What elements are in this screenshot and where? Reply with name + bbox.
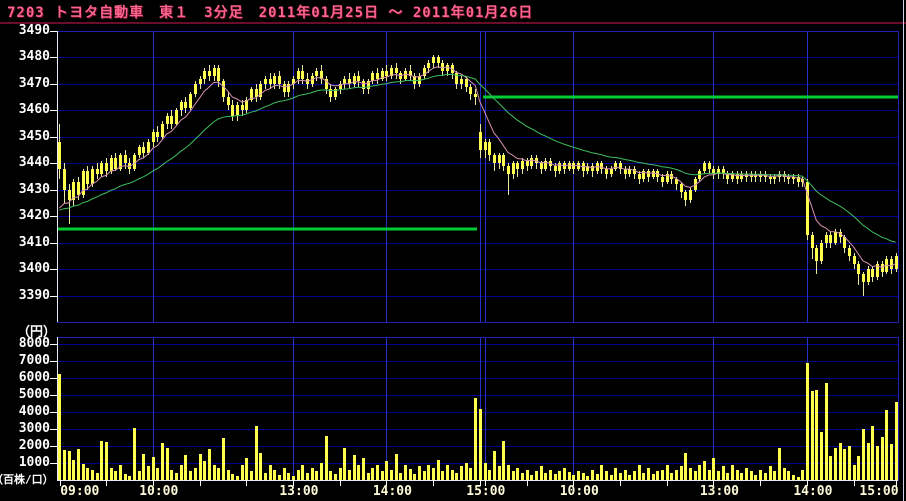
window-right-edge (903, 0, 904, 501)
title-divider (0, 22, 906, 24)
price-axis-label: 3450 (18, 128, 50, 144)
price-axis-label: 3440 (18, 155, 50, 171)
volume-axis-label: 8000 (18, 335, 50, 351)
horizontal-gridlines (57, 31, 898, 464)
volume-axis-label: 3000 (18, 420, 50, 436)
time-label: 14:00 (372, 484, 412, 499)
time-label: 10:00 (139, 484, 179, 499)
price-unit-label: （円） (16, 325, 56, 340)
price-axis-label: 3460 (18, 102, 50, 118)
volume-axis-label: 1000 (18, 454, 50, 470)
volume-axis-label: 2000 (18, 437, 50, 453)
volume-axis-label: 5000 (18, 386, 50, 402)
time-label: 14:00 (793, 484, 833, 499)
time-label: 15:00 (859, 484, 899, 499)
price-axis-label: 3430 (18, 181, 50, 197)
time-label: 15:00 (466, 484, 506, 499)
time-label: 10:00 (559, 484, 599, 499)
time-label: 13:00 (699, 484, 739, 499)
price-axis-label: 3470 (18, 75, 50, 91)
time-label: 13:00 (279, 484, 319, 499)
volume-axis-label: 4000 (18, 403, 50, 419)
ma-fast-line (58, 66, 896, 268)
volume-unit-label: （百株/口） (0, 473, 54, 486)
candlesticks (58, 55, 898, 296)
price-axis-label: 3480 (18, 49, 50, 65)
price-axis-label: 3390 (18, 287, 50, 303)
price-axis-label: 3410 (18, 234, 50, 250)
ma-slow-line (59, 73, 896, 243)
axes (50, 31, 899, 486)
time-label: 09:00 (60, 484, 100, 499)
volume-bars (58, 363, 898, 480)
price-axis-label: 3420 (18, 208, 50, 224)
volume-axis-label: 6000 (18, 369, 50, 385)
price-axis-label: 3490 (18, 23, 50, 38)
reference-lines (57, 95, 898, 231)
chart-title: 7203 トヨタ自動車 東１ 3分足 2011年01月25日 ～ 2011年01… (7, 5, 534, 21)
price-axis-label: 3400 (18, 261, 50, 277)
volume-axis-label: 7000 (18, 352, 50, 368)
